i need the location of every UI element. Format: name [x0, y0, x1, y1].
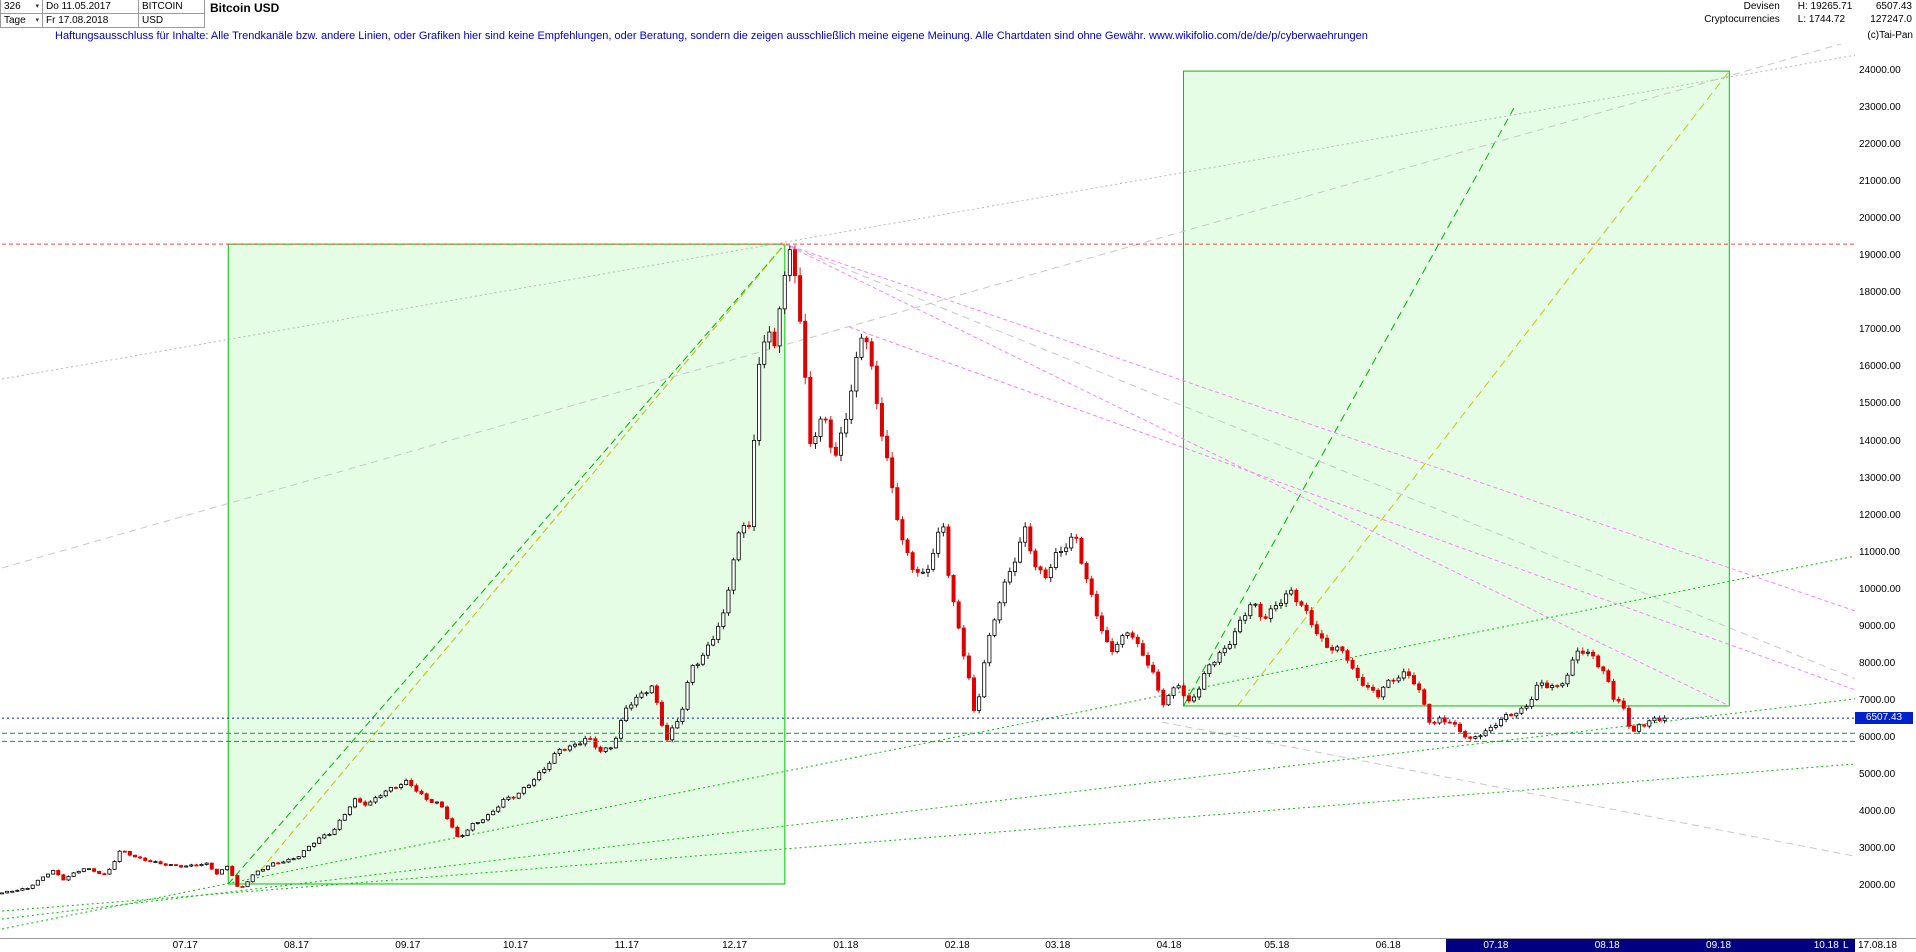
chart-plot-area[interactable] — [0, 44, 1916, 938]
x-axis-label: 01.18 — [833, 940, 859, 951]
date-to-value: Fr 17.08.2018 — [46, 15, 109, 26]
date-from-field[interactable]: Do 11.05.2017 — [42, 0, 139, 14]
bars-count-dropdown[interactable]: 326 ▾ — [0, 0, 43, 14]
price-lines-layer — [2, 243, 1855, 742]
page-title: Bitcoin USD — [210, 1, 280, 15]
volume-value: 127247.0 — [1870, 14, 1912, 25]
current-price-tag: 6507.43 — [1855, 712, 1913, 725]
instrument-info: Devisen Cryptocurrencies H: 19265.71 L: … — [1704, 0, 1912, 26]
currency-value: USD — [142, 15, 164, 26]
x-axis-label: 07.18 — [1483, 940, 1509, 951]
x-axis-label: 05.18 — [1264, 940, 1290, 951]
x-axis-label: 08.17 — [283, 940, 309, 951]
y-axis-label: 12000.00 — [1859, 509, 1901, 521]
y-axis-label: 19000.00 — [1859, 250, 1901, 262]
x-axis-label: 02.18 — [944, 940, 970, 951]
y-axis-label: 11000.00 — [1859, 546, 1900, 558]
y-axis-label: 6000.00 — [1859, 731, 1896, 743]
price-axis: 24000.00 23000.00 22000.00 21000.00 20000.00… — [1855, 44, 1916, 938]
recent-period-highlight — [1445, 939, 1855, 952]
y-axis-label: 3000.00 — [1859, 843, 1896, 855]
y-axis-label: 9000.00 — [1859, 620, 1896, 632]
category-1: Devisen — [1743, 1, 1780, 12]
y-axis-label: 23000.00 — [1859, 102, 1901, 114]
x-axis-label: 10.18 — [1813, 940, 1839, 951]
x-axis-label: 10.17 — [503, 940, 529, 951]
x-axis-label: 09.18 — [1706, 940, 1732, 951]
x-axis-label: 12.17 — [722, 940, 748, 951]
y-axis-label: 14000.00 — [1859, 435, 1901, 447]
chevron-down-icon: ▾ — [35, 17, 39, 24]
x-axis-label: 07.17 — [172, 940, 198, 951]
x-axis-label: 04.18 — [1156, 940, 1182, 951]
channel2-diagonal-yellow — [1236, 70, 1730, 707]
y-axis-label: 2000.00 — [1859, 880, 1896, 892]
y-axis-label: 15000.00 — [1859, 398, 1901, 410]
y-axis-label: 8000.00 — [1859, 657, 1896, 669]
trendlines-layer — [1, 44, 1856, 930]
category-2: Cryptocurrencies — [1704, 14, 1780, 25]
currency-field[interactable]: USD — [138, 13, 205, 28]
green-fan-1 — [1, 555, 1856, 930]
trend-channel-boxes — [227, 70, 1730, 885]
date-to-field[interactable]: Fr 17.08.2018 — [42, 13, 139, 28]
high-value: H: 19265.71 — [1797, 1, 1853, 12]
price-volume-column: 6507.43 127247.0 — [1870, 0, 1912, 26]
gray-rising-dashed — [1, 44, 1843, 569]
bars-count-value: 326 — [4, 1, 21, 12]
symbol-field[interactable]: BITCOIN — [138, 0, 205, 14]
x-axis-label: 11.17 — [614, 940, 639, 951]
category-column: Devisen Cryptocurrencies — [1704, 0, 1780, 26]
channel1-diagonal-yellow — [260, 243, 786, 871]
channel2-steep-green — [1183, 107, 1515, 707]
period-value: Tage — [4, 15, 26, 26]
disclaimer-row: Haftungsausschluss für Inhalte: Alle Tre… — [0, 28, 1916, 44]
peak-fan-magenta-1 — [784, 243, 1730, 707]
low-value: L: 1744.72 — [1797, 14, 1846, 25]
y-axis-label: 24000.00 — [1859, 65, 1901, 76]
green-fan-2 — [1, 698, 1856, 920]
trend-channel-2018 — [1182, 70, 1730, 707]
gray-bottom-descending — [1161, 721, 1856, 857]
last-bar-marker: L — [1843, 940, 1849, 951]
copyright-text: (c)Tai-Pan — [1867, 30, 1913, 41]
y-axis-label: 4000.00 — [1859, 806, 1896, 817]
period-dropdown[interactable]: Tage ▾ — [0, 13, 43, 28]
y-axis-label: 20000.00 — [1859, 213, 1901, 225]
y-axis-label: 5000.00 — [1859, 768, 1896, 780]
y-axis-label: 7000.00 — [1859, 694, 1896, 706]
x-axis-label: 09.17 — [395, 940, 421, 951]
y-axis-label: 21000.00 — [1859, 176, 1901, 188]
gray-rising-dotted — [1, 54, 1856, 380]
disclaimer-text: Haftungsausschluss für Inhalte: Alle Tre… — [55, 30, 1368, 42]
x-axis-label: 06.18 — [1375, 940, 1401, 951]
y-axis-label: 18000.00 — [1859, 287, 1901, 299]
channel1-diagonal-green — [227, 243, 786, 885]
y-axis-label: 13000.00 — [1859, 472, 1901, 484]
date-from-value: Do 11.05.2017 — [46, 1, 111, 12]
last-price-value: 6507.43 — [1875, 1, 1912, 12]
high-low-column: H: 19265.71 L: 1744.72 — [1798, 0, 1853, 26]
symbol-value: BITCOIN — [142, 1, 183, 12]
peak-fan-magenta-3 — [849, 326, 1856, 691]
y-axis-label: 17000.00 — [1859, 324, 1901, 336]
y-axis-label: 10000.00 — [1859, 583, 1901, 595]
price-chart[interactable] — [0, 44, 1916, 938]
chevron-down-icon: ▾ — [35, 3, 39, 10]
candles-layer — [0, 245, 1667, 895]
y-axis-label: 16000.00 — [1859, 361, 1901, 373]
gray-peak-descending — [784, 243, 1856, 680]
y-axis-label: 22000.00 — [1859, 139, 1901, 151]
time-axis: 17.08.18 07.17 08.17 09.17 10.17 11.17 12.17 0… — [0, 938, 1916, 952]
toolbar: 326 ▾ Do 11.05.2017 BITCOIN Tage ▾ Fr 17… — [0, 0, 1916, 28]
x-axis-label: 03.18 — [1045, 940, 1071, 951]
toolbar-cells: 326 ▾ Do 11.05.2017 BITCOIN Tage ▾ Fr 17… — [0, 0, 205, 28]
x-axis-label: 08.18 — [1594, 940, 1620, 951]
last-date-label: 17.08.18 — [1858, 940, 1897, 951]
